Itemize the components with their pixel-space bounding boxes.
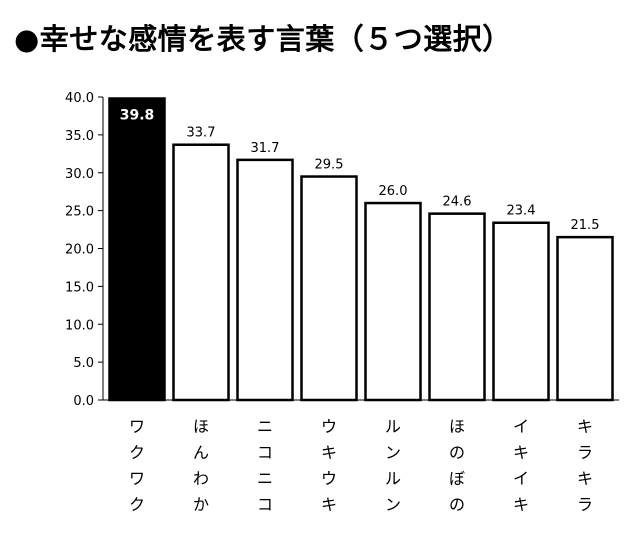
y-tick-label: 15.0 [65, 280, 94, 295]
category-labels: ワクワク ほんわか ニコニコ ウキウキ ルンルン ほのぼの イキイキ キラキラ [129, 417, 593, 514]
bar-8 [556, 235, 614, 402]
y-axis-ticks: 0.0 5.0 10.0 15.0 20.0 25.0 30.0 35.0 40.0 [65, 91, 103, 409]
category-label: ルンルン [385, 417, 401, 514]
y-tick-label: 10.0 [65, 318, 94, 333]
chart-title: ●幸せな感情を表す言葉（５つ選択） [14, 22, 512, 56]
y-tick-label: 35.0 [65, 129, 94, 144]
category-label: ほんわか [193, 417, 209, 514]
y-tick-label: 20.0 [65, 243, 94, 258]
y-tick-label: 25.0 [65, 205, 94, 220]
y-tick-label: 5.0 [73, 356, 94, 371]
category-label: キラキラ [577, 417, 593, 514]
category-label: ニコニコ [257, 417, 273, 514]
data-label: 39.8 [120, 108, 155, 124]
data-labels: 39.8 33.7 31.7 29.5 26.0 24.6 23.4 21.5 [120, 108, 600, 234]
bar-6 [428, 212, 486, 402]
data-label: 33.7 [187, 126, 216, 141]
bar-2 [172, 143, 230, 402]
bar-7 [492, 221, 550, 402]
bar-1 [108, 97, 166, 402]
data-label: 21.5 [571, 218, 600, 233]
data-label: 29.5 [315, 158, 344, 173]
category-label: イキイキ [513, 417, 529, 514]
bars [108, 97, 614, 402]
y-tick-label: 30.0 [65, 167, 94, 182]
data-label: 24.6 [443, 195, 472, 210]
bar-4 [300, 175, 358, 402]
category-label: ほのぼの [449, 417, 465, 514]
category-label: ワクワク [129, 417, 145, 514]
data-label: 31.7 [251, 141, 280, 156]
bar-3 [236, 158, 294, 402]
y-tick-label: 40.0 [65, 91, 94, 106]
data-label: 26.0 [379, 184, 408, 199]
data-label: 23.4 [507, 204, 536, 219]
bar-5 [364, 201, 422, 402]
category-label: ウキウキ [321, 417, 337, 514]
y-tick-label: 0.0 [73, 394, 94, 409]
